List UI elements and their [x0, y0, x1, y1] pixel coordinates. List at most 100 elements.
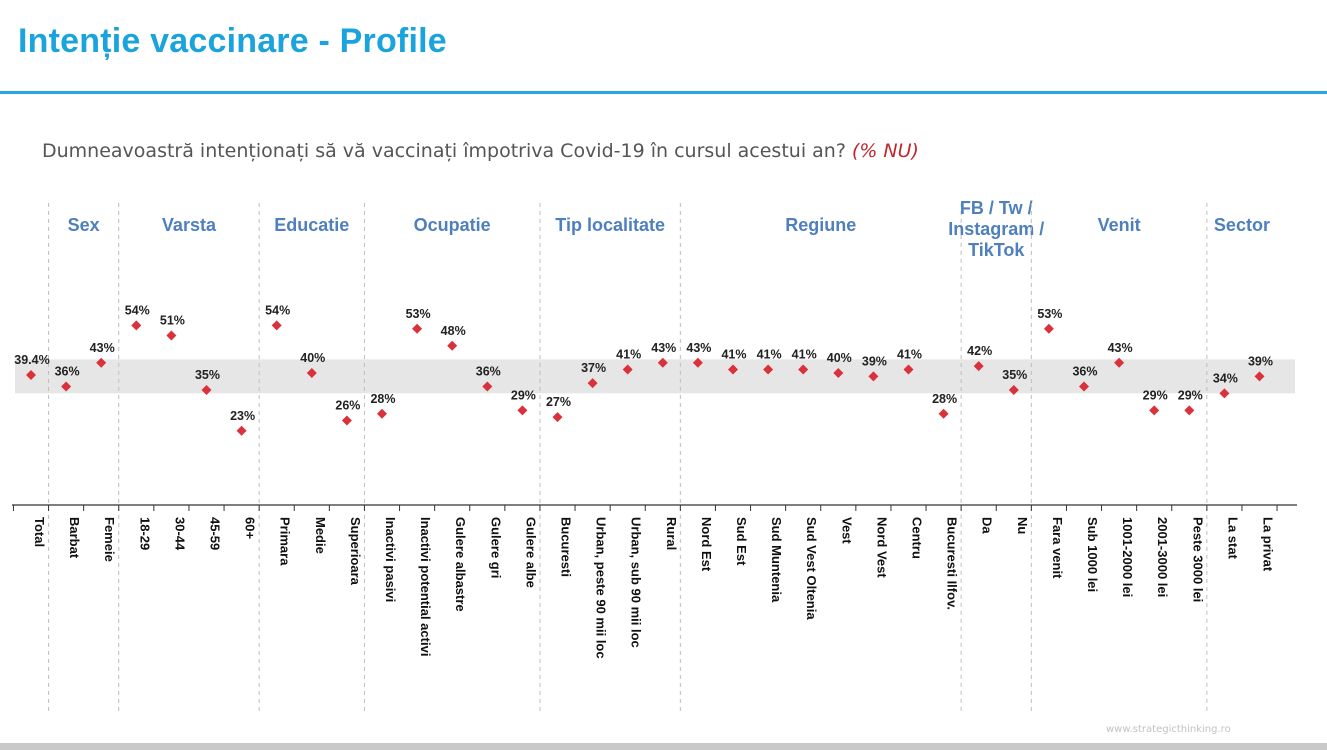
category-label: Peste 3000 lei	[1190, 517, 1205, 602]
category-label: La privat	[1261, 517, 1276, 572]
value-label: 40%	[300, 351, 325, 365]
value-label: 27%	[546, 395, 571, 409]
value-label: 39%	[862, 354, 887, 368]
data-point	[552, 412, 563, 423]
value-label: 43%	[651, 341, 676, 355]
group-header: Educatie	[274, 215, 349, 235]
value-label: 23%	[230, 409, 255, 423]
value-label: 35%	[195, 368, 220, 382]
category-label: Bucuresti	[559, 517, 574, 577]
category-label: Nord Est	[699, 517, 714, 572]
data-point	[96, 357, 107, 368]
category-label: Sud Est	[734, 517, 749, 566]
data-point	[1043, 323, 1054, 334]
data-point	[657, 357, 668, 368]
data-point	[1079, 381, 1089, 392]
data-point	[306, 367, 317, 378]
category-label: Medie	[313, 517, 328, 554]
category-label: Gulere albe	[523, 517, 538, 588]
data-point	[447, 340, 458, 351]
data-point	[973, 361, 984, 372]
value-label: 54%	[125, 303, 150, 317]
category-label: Bucuresti Ilfov.	[945, 517, 960, 610]
data-point	[26, 370, 36, 380]
data-point	[482, 381, 493, 392]
data-point	[938, 408, 949, 419]
group-header: Ocupatie	[414, 215, 491, 235]
value-label: 28%	[370, 392, 395, 406]
group-header: Tip localitate	[555, 215, 665, 235]
data-point	[377, 408, 387, 419]
category-label: Nord Vest	[874, 517, 889, 578]
category-label: 1001-2000 lei	[1120, 517, 1135, 597]
value-label: 37%	[581, 361, 606, 375]
data-point	[1184, 405, 1195, 416]
value-label: 35%	[1002, 368, 1027, 382]
group-header: Regiune	[785, 215, 856, 235]
category-label: 60+	[243, 517, 258, 539]
value-label: 41%	[721, 348, 746, 362]
category-label: Fara venit	[1050, 517, 1065, 579]
value-label: 41%	[792, 348, 817, 362]
value-label: 43%	[90, 341, 115, 355]
category-label: 45-59	[208, 517, 223, 550]
value-label: 43%	[686, 341, 711, 355]
group-header: FB / Tw / Instagram / TikTok	[948, 198, 1044, 260]
value-label: 53%	[406, 307, 431, 321]
data-point	[622, 364, 633, 375]
data-point	[728, 364, 738, 375]
data-point	[1114, 357, 1125, 368]
value-label: 29%	[1178, 388, 1203, 402]
data-point	[868, 371, 879, 382]
category-label: Femeie	[102, 517, 117, 562]
category-label: Nu	[1015, 517, 1030, 534]
data-point	[1219, 388, 1230, 399]
page-title: Intenție vaccinare - Profile	[18, 22, 447, 60]
value-label: 42%	[967, 344, 992, 358]
question-highlight: (% NU)	[851, 140, 919, 162]
category-label: Da	[980, 517, 995, 534]
value-label: 29%	[511, 388, 536, 402]
data-point	[412, 323, 423, 334]
category-label: Centru	[910, 517, 925, 559]
question-text: Dumneavoastră intenționați să vă vaccina…	[42, 140, 846, 162]
data-point	[236, 425, 247, 436]
data-point	[61, 381, 72, 392]
group-header: Venit	[1098, 215, 1141, 235]
value-label: 36%	[476, 365, 501, 379]
value-label: 53%	[1037, 307, 1062, 321]
category-label: Sud Vest Oltenia	[804, 517, 819, 620]
data-point	[1008, 384, 1019, 395]
value-label: 54%	[265, 303, 290, 317]
title-rule	[0, 91, 1327, 94]
data-point	[166, 330, 177, 341]
value-label: 28%	[932, 392, 957, 406]
category-label: 2001-3000 lei	[1155, 517, 1170, 597]
value-label: 39%	[1248, 354, 1273, 368]
data-point	[341, 415, 352, 426]
data-point	[517, 405, 528, 416]
value-label: 41%	[757, 348, 782, 362]
category-label: Rural	[664, 517, 679, 550]
data-point	[271, 320, 282, 331]
category-label: Inactivi potential activi	[418, 517, 433, 656]
watermark: www.strategicthinking.ro	[1106, 724, 1231, 735]
data-point	[833, 367, 844, 378]
data-point	[1254, 371, 1265, 382]
category-label: Barbat	[67, 517, 82, 559]
value-label: 51%	[160, 314, 185, 328]
bottom-bar	[0, 743, 1327, 750]
data-point	[131, 320, 142, 331]
value-label: 40%	[827, 351, 852, 365]
category-label: 18-29	[137, 517, 152, 550]
data-point	[201, 384, 212, 395]
category-label: Vest	[839, 517, 854, 544]
category-label: Superioara	[348, 517, 363, 586]
data-point	[1149, 405, 1160, 416]
group-header: Sex	[68, 215, 100, 235]
category-label: Sub 1000 lei	[1085, 517, 1100, 592]
category-label: Urban, sub 90 mii loc	[629, 517, 644, 648]
category-label: 30-44	[172, 517, 187, 551]
value-label: 41%	[616, 348, 641, 362]
